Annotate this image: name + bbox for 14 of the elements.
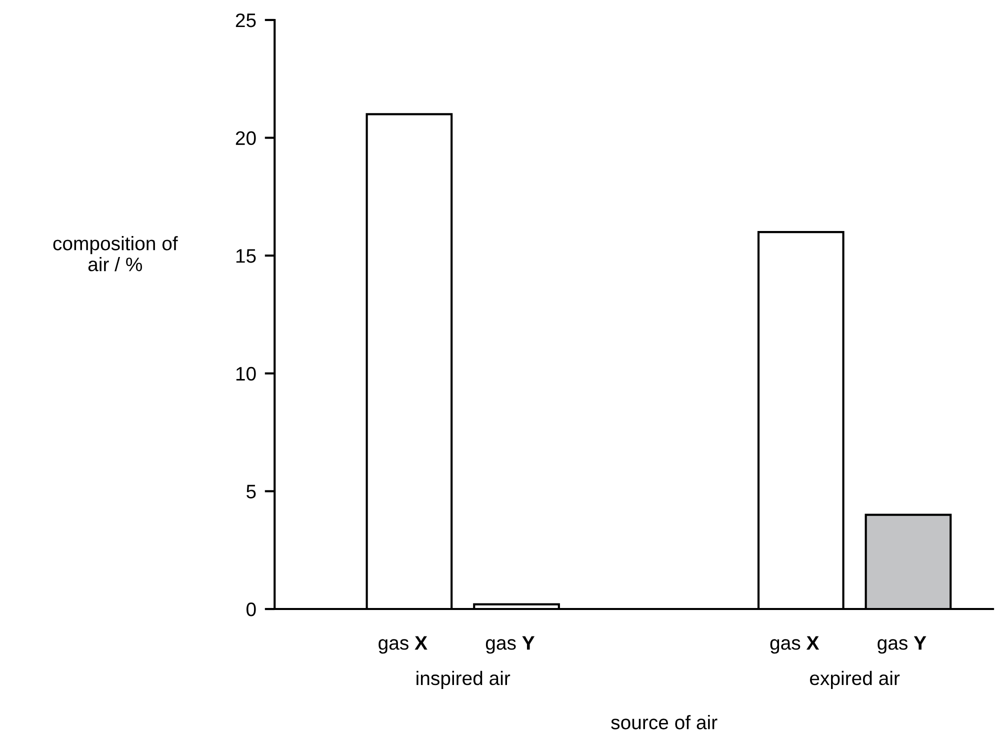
y-tick-label: 10: [236, 366, 256, 381]
x-tick-label: gas X: [378, 636, 428, 654]
y-tick-label: 15: [236, 249, 256, 263]
y-axis-title: composition of air / %: [53, 236, 178, 272]
x-tick-label: gas Y: [486, 636, 535, 654]
y-tick-label: 20: [236, 131, 256, 146]
y-tick-label: 5: [246, 484, 256, 498]
x-axis-title: source of air: [611, 715, 718, 730]
x-tick-label: gas X: [770, 636, 820, 654]
text: expired air: [810, 670, 900, 689]
y-tick-label: 0: [246, 602, 256, 616]
x-tick-label: gas Y: [878, 636, 926, 654]
y-tick-label: 25: [236, 13, 256, 28]
text: inspired air: [416, 670, 510, 689]
